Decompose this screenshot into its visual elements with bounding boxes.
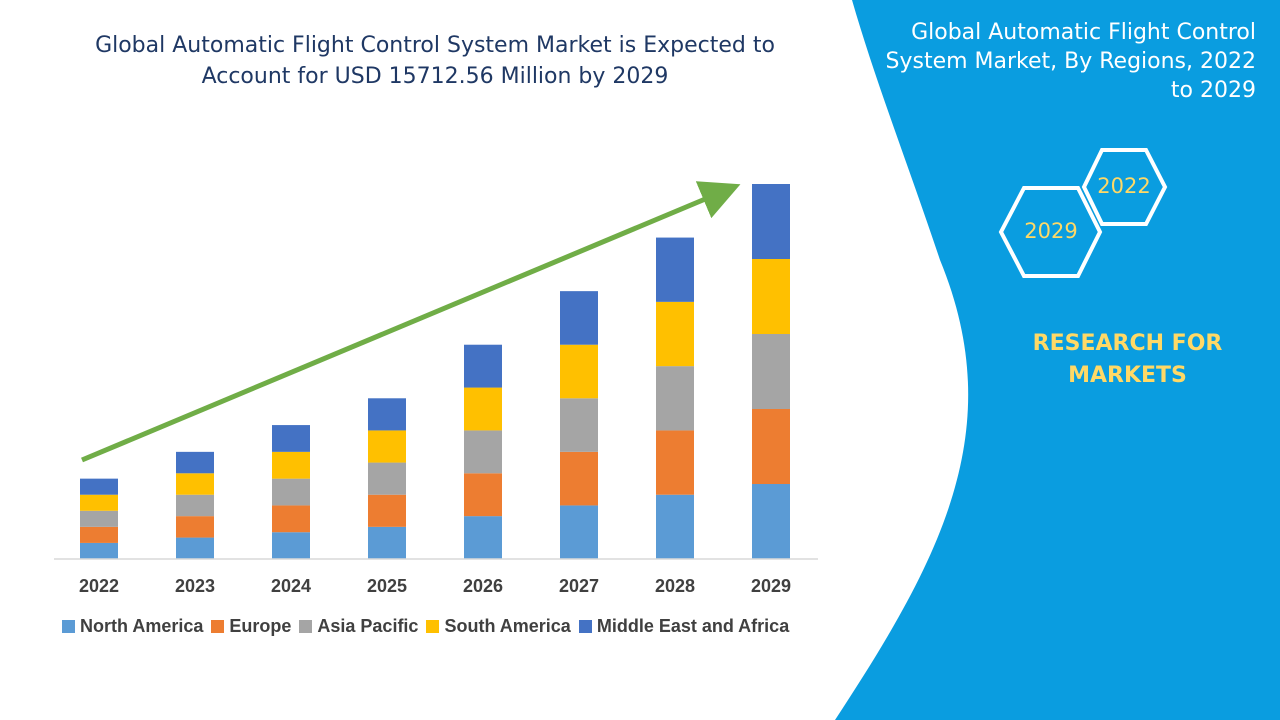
chart-legend: North America Europe Asia Pacific South Ame… [62, 616, 797, 637]
bar-2029-series-2 [752, 334, 790, 409]
bar-2029-series-1 [752, 409, 790, 484]
x-axis-tick-labels: 2022 2023 2024 2025 2026 2027 2028 2029 [79, 576, 791, 596]
bar-2028-series-2 [656, 366, 694, 431]
hexagon-2029 [998, 186, 1103, 278]
legend-swatch [62, 620, 75, 633]
legend-swatch [578, 620, 592, 633]
bar-2028-series-3 [656, 301, 694, 367]
x-tick-label: 2027 [559, 576, 599, 596]
hex-year-bottom-label: 2029 [1024, 219, 1078, 243]
panel-title-line-3: to 2029 [1170, 78, 1256, 103]
brand-line-2: MARKETS [1068, 363, 1187, 388]
bar-2025-series-4 [368, 398, 406, 431]
bar-2022-series-2 [80, 510, 118, 527]
bar-2026-series-1 [464, 473, 502, 517]
hex-year-top-label: 2022 [1097, 174, 1151, 198]
hexagon-2022 [1081, 148, 1168, 226]
trend-arrow [81, 181, 741, 463]
x-tick-label: 2028 [655, 576, 695, 596]
legend-swatch [299, 620, 313, 633]
legend-swatch [426, 620, 440, 633]
panel-title-line-1: Global Automatic Flight Control [911, 20, 1256, 45]
bar-2026-series-3 [464, 387, 502, 431]
legend-item: Asia Pacific [299, 616, 418, 637]
bar-2029-series-4 [752, 184, 790, 259]
bar-2029-series-3 [752, 259, 790, 334]
bar-2022-series-3 [80, 494, 118, 511]
legend-label: Middle East and Africa [596, 616, 790, 636]
bar-2025-series-1 [368, 494, 406, 527]
bar-2025-series-3 [368, 430, 406, 463]
bar-2023-series-2 [176, 494, 214, 517]
bar-2024-series-3 [272, 451, 310, 479]
bar-2025-series-0 [368, 526, 406, 559]
legend-label: Asia Pacific [317, 616, 419, 636]
legend-label: South America [444, 616, 571, 636]
bar-2027-series-1 [560, 451, 598, 506]
side-panel-background [835, 0, 1280, 720]
bar-2024-series-1 [272, 505, 310, 533]
bar-2027-series-2 [560, 398, 598, 452]
bar-2023-series-0 [176, 537, 214, 559]
legend-swatch [211, 620, 225, 633]
bar-2028-series-4 [656, 237, 694, 302]
bar-2024-series-2 [272, 478, 310, 506]
bar-2029-series-0 [752, 484, 790, 559]
legend-label: Europe [229, 616, 292, 636]
x-tick-label: 2025 [367, 576, 407, 596]
chart-title: Global Automatic Flight Control System M… [60, 30, 810, 92]
bar-2026-series-0 [464, 516, 502, 559]
bar-2023-series-4 [176, 451, 214, 474]
x-tick-label: 2023 [175, 576, 215, 596]
legend-item: South America [426, 616, 571, 637]
bar-2022-series-4 [80, 478, 118, 495]
legend-item: Middle East and Africa [578, 616, 790, 637]
bar-2027-series-0 [560, 505, 598, 559]
legend-item: North America [62, 616, 203, 637]
brand-line-1: RESEARCH FOR [1032, 331, 1223, 356]
bar-2026-series-2 [464, 430, 502, 474]
bar-2027-series-4 [560, 291, 598, 345]
panel-title: Global Automatic Flight Control System M… [876, 18, 1257, 105]
legend-item: Europe [211, 616, 291, 637]
bar-2028-series-1 [656, 430, 694, 495]
x-tick-label: 2029 [751, 576, 791, 596]
bar-2023-series-1 [176, 516, 214, 538]
bar-chart-plot [80, 184, 790, 559]
bar-2022-series-1 [80, 526, 118, 543]
x-tick-label: 2024 [271, 576, 311, 596]
x-tick-label: 2026 [463, 576, 503, 596]
bar-2024-series-4 [272, 425, 310, 452]
bar-2025-series-2 [368, 462, 406, 495]
bar-2028-series-0 [656, 494, 694, 559]
brand-label: RESEARCH FOR MARKETS [1010, 328, 1245, 392]
chart-title-line-1: Global Automatic Flight Control System M… [95, 33, 775, 58]
bar-2023-series-3 [176, 473, 214, 495]
x-tick-label: 2022 [79, 576, 119, 596]
bar-2026-series-4 [464, 344, 502, 388]
chart-title-line-2: Account for USD 15712.56 Million by 2029 [201, 64, 669, 89]
legend-label: North America [80, 616, 204, 636]
bar-2022-series-0 [80, 542, 118, 559]
bar-2024-series-0 [272, 532, 310, 559]
bar-2027-series-3 [560, 344, 598, 399]
panel-title-line-2: System Market, By Regions, 2022 [885, 49, 1257, 74]
